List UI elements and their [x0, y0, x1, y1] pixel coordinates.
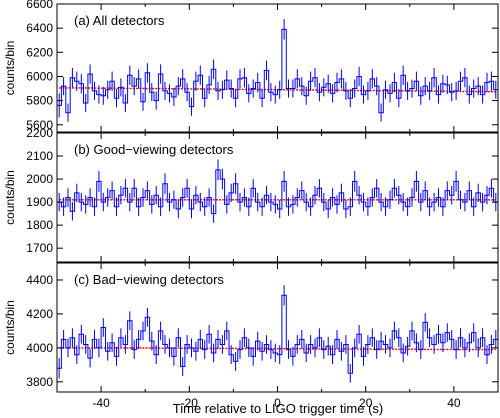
panel-1: 5600 5800 6000 6200 6400 6600 (a) All detector… — [3, 0, 499, 133]
x-tick-label: 40 — [447, 396, 461, 410]
y-tick-label: 6600 — [26, 0, 53, 11]
y-axis-label: counts/bin — [3, 300, 17, 355]
y-axis-label: counts/bin — [3, 41, 17, 96]
x-axis-label: Time relative to LIGO trigger time (s) — [173, 401, 383, 416]
counts-histogram — [57, 28, 498, 114]
panel-3: 3800 4000 4200 4400 (c) Bad−viewing detector… — [3, 262, 499, 393]
panel-title: (c) Bad−viewing detectors — [74, 272, 224, 287]
panel-title: (b) Good−viewing detectors — [74, 142, 234, 157]
counts-histogram — [57, 169, 498, 215]
y-tick-label: 1900 — [26, 195, 53, 209]
x-tick-label: -20 — [181, 396, 199, 410]
x-tick-label: -40 — [92, 396, 110, 410]
y-tick-label: 4200 — [26, 307, 53, 321]
panel-data — [57, 285, 498, 383]
y-tick-label: 2100 — [26, 149, 53, 163]
panels: 5600 5800 6000 6200 6400 6600 (a) All detector… — [3, 0, 499, 410]
y-tick-label: 4000 — [26, 341, 53, 355]
panel-data — [57, 19, 498, 122]
x-tick-label: 0 — [274, 396, 281, 410]
y-tick-label: 1700 — [26, 241, 53, 255]
y-axis-label: counts/bin — [3, 170, 17, 225]
y-tick-label: 4400 — [26, 273, 53, 287]
y-tick-label: 5800 — [26, 94, 53, 108]
panel-title: (a) All detectors — [74, 13, 165, 28]
x-tick-label: 20 — [359, 396, 373, 410]
y-tick-label: 3800 — [26, 375, 53, 389]
y-tick-label: 1800 — [26, 218, 53, 232]
panel-2: 1700 1800 1900 2000 2100 2200 (b) Good−viewing… — [3, 126, 499, 263]
y-tick-label: 2200 — [26, 126, 53, 140]
y-tick-label: 6200 — [26, 45, 53, 59]
panel-data — [57, 159, 498, 223]
background-model-line — [59, 347, 496, 351]
y-tick-label: 6400 — [26, 21, 53, 35]
y-tick-label: 2000 — [26, 172, 53, 186]
y-tick-label: 5600 — [26, 118, 53, 132]
y-tick-label: 6000 — [26, 69, 53, 83]
counts-histogram — [57, 294, 498, 374]
